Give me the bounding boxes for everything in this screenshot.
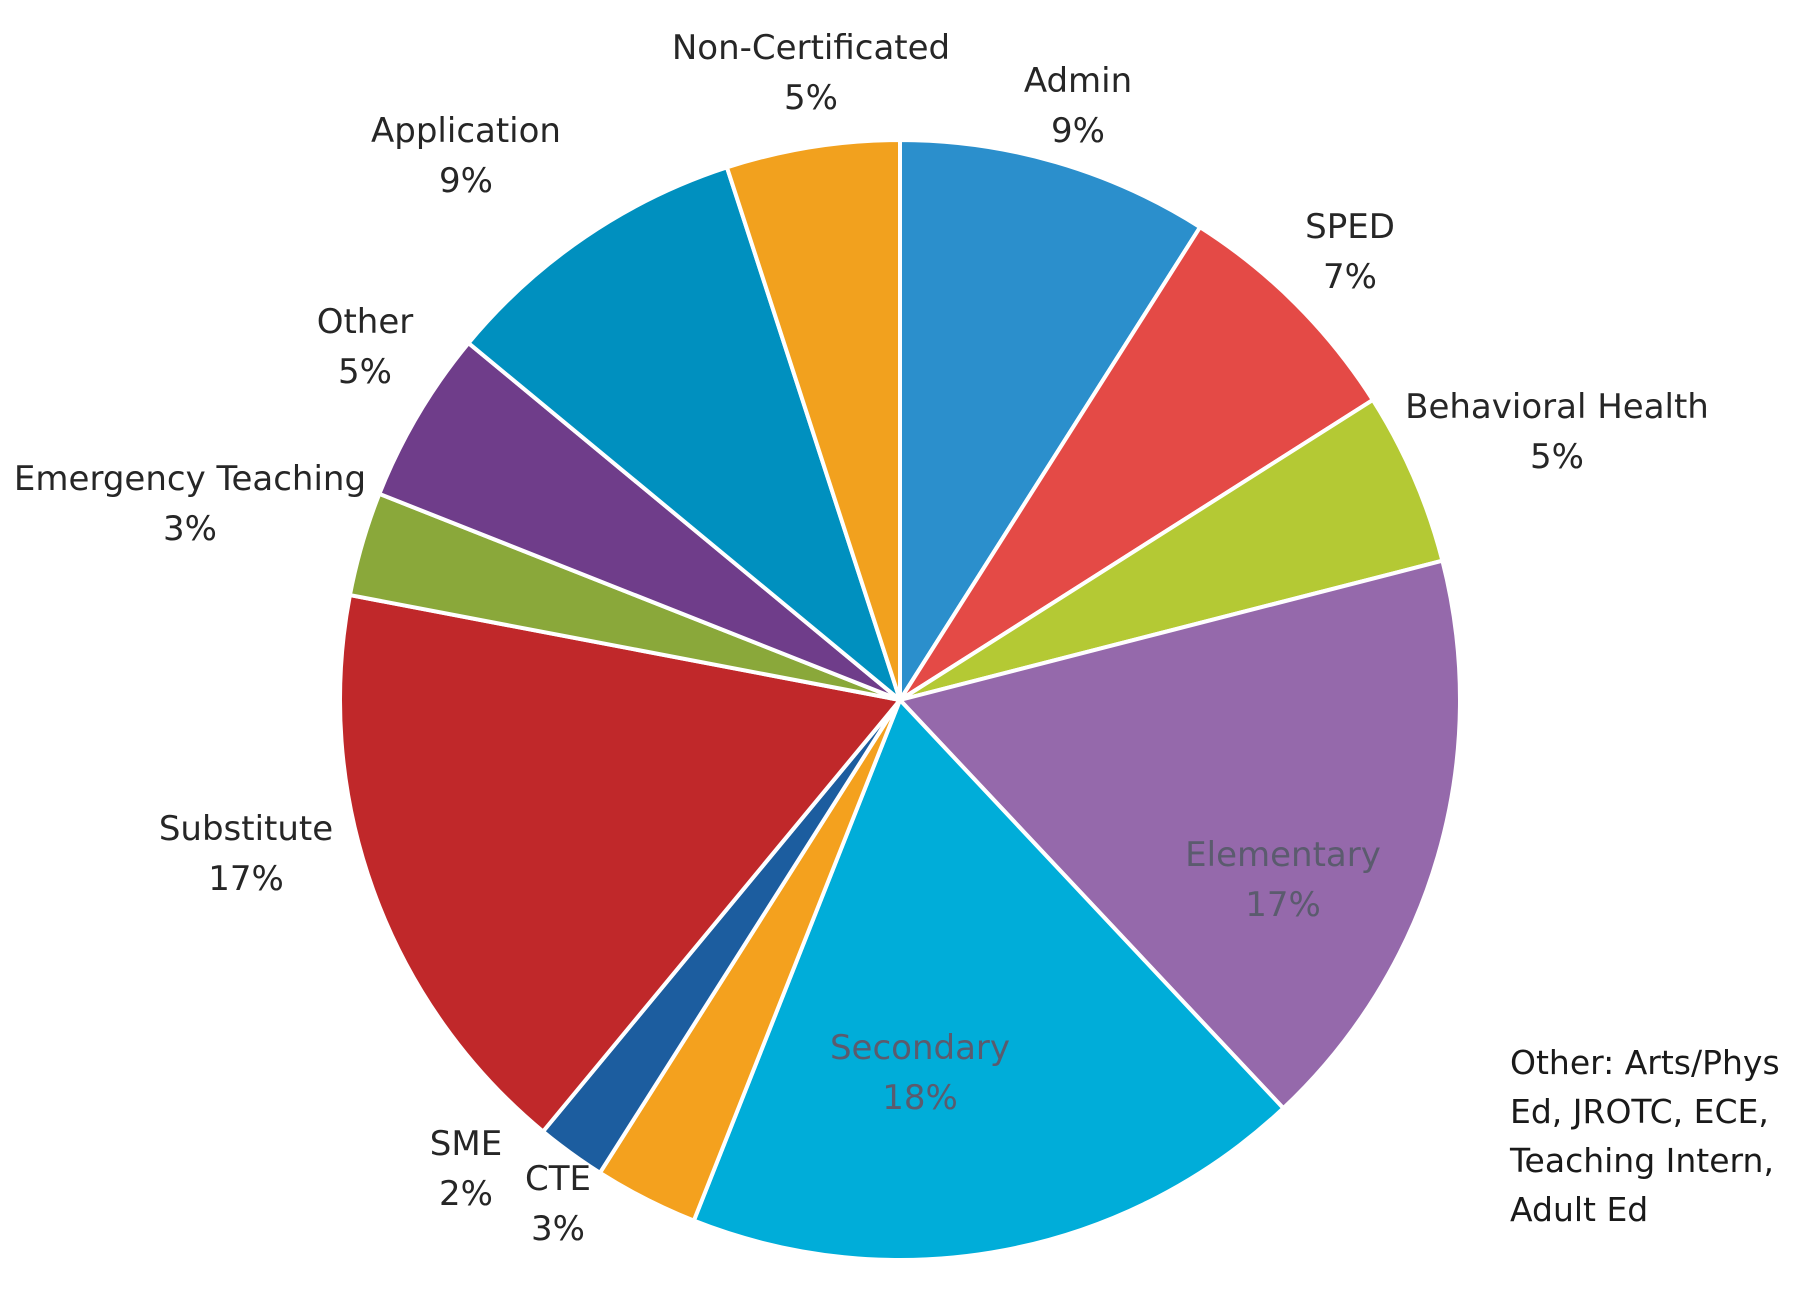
other-category-note: Other: Arts/Phys Ed, JROTC, ECE, Teachin…	[1510, 1043, 1780, 1229]
pie-slice-non-certificated	[724, 138, 902, 702]
pie-slice-application	[466, 165, 902, 702]
slice-value-cte: 3%	[531, 1209, 585, 1249]
slice-value-non-certificated: 5%	[784, 78, 838, 118]
slice-value-substitute: 17%	[208, 859, 284, 899]
slice-value-admin: 9%	[1051, 111, 1105, 151]
slice-label-other: Other	[317, 302, 414, 342]
pie-labels: Admin 9% SPED 7% Behavioral Health 5% Elementa…	[14, 28, 1709, 1249]
slice-label-sme: SME	[430, 1124, 502, 1164]
pie-slice-sped	[898, 225, 1375, 702]
slice-label-secondary: Secondary	[830, 1028, 1010, 1068]
pie-slice-secondary	[691, 698, 1286, 1262]
pie-slice-admin	[898, 138, 1203, 702]
slice-label-non-certificated: Non-Certificated	[672, 28, 950, 68]
slice-value-emergency-teaching: 3%	[163, 509, 217, 549]
slice-value-behavioral-health: 5%	[1530, 437, 1584, 477]
slice-label-substitute: Substitute	[159, 809, 333, 849]
slice-label-application: Application	[371, 111, 561, 151]
slice-value-elementary: 17%	[1245, 885, 1321, 925]
slice-value-secondary: 18%	[882, 1078, 958, 1118]
slice-value-sped: 7%	[1323, 257, 1377, 297]
slice-label-sped: SPED	[1305, 207, 1395, 247]
slice-value-sme: 2%	[439, 1174, 493, 1214]
pie-slice-substitute	[338, 593, 902, 1134]
slice-label-cte: CTE	[525, 1159, 591, 1199]
pie-slice-other	[377, 341, 902, 702]
slice-label-emergency-teaching: Emergency Teaching	[14, 459, 366, 499]
slice-label-behavioral-health: Behavioral Health	[1405, 387, 1709, 427]
slice-value-other: 5%	[338, 352, 392, 392]
slice-value-application: 9%	[439, 161, 493, 201]
pie-slice-elementary	[898, 558, 1462, 1111]
slice-label-elementary: Elementary	[1185, 835, 1381, 875]
slice-label-admin: Admin	[1024, 61, 1132, 101]
pie-slices	[338, 138, 1462, 1262]
pie-slice-behavioral-health	[898, 397, 1445, 702]
